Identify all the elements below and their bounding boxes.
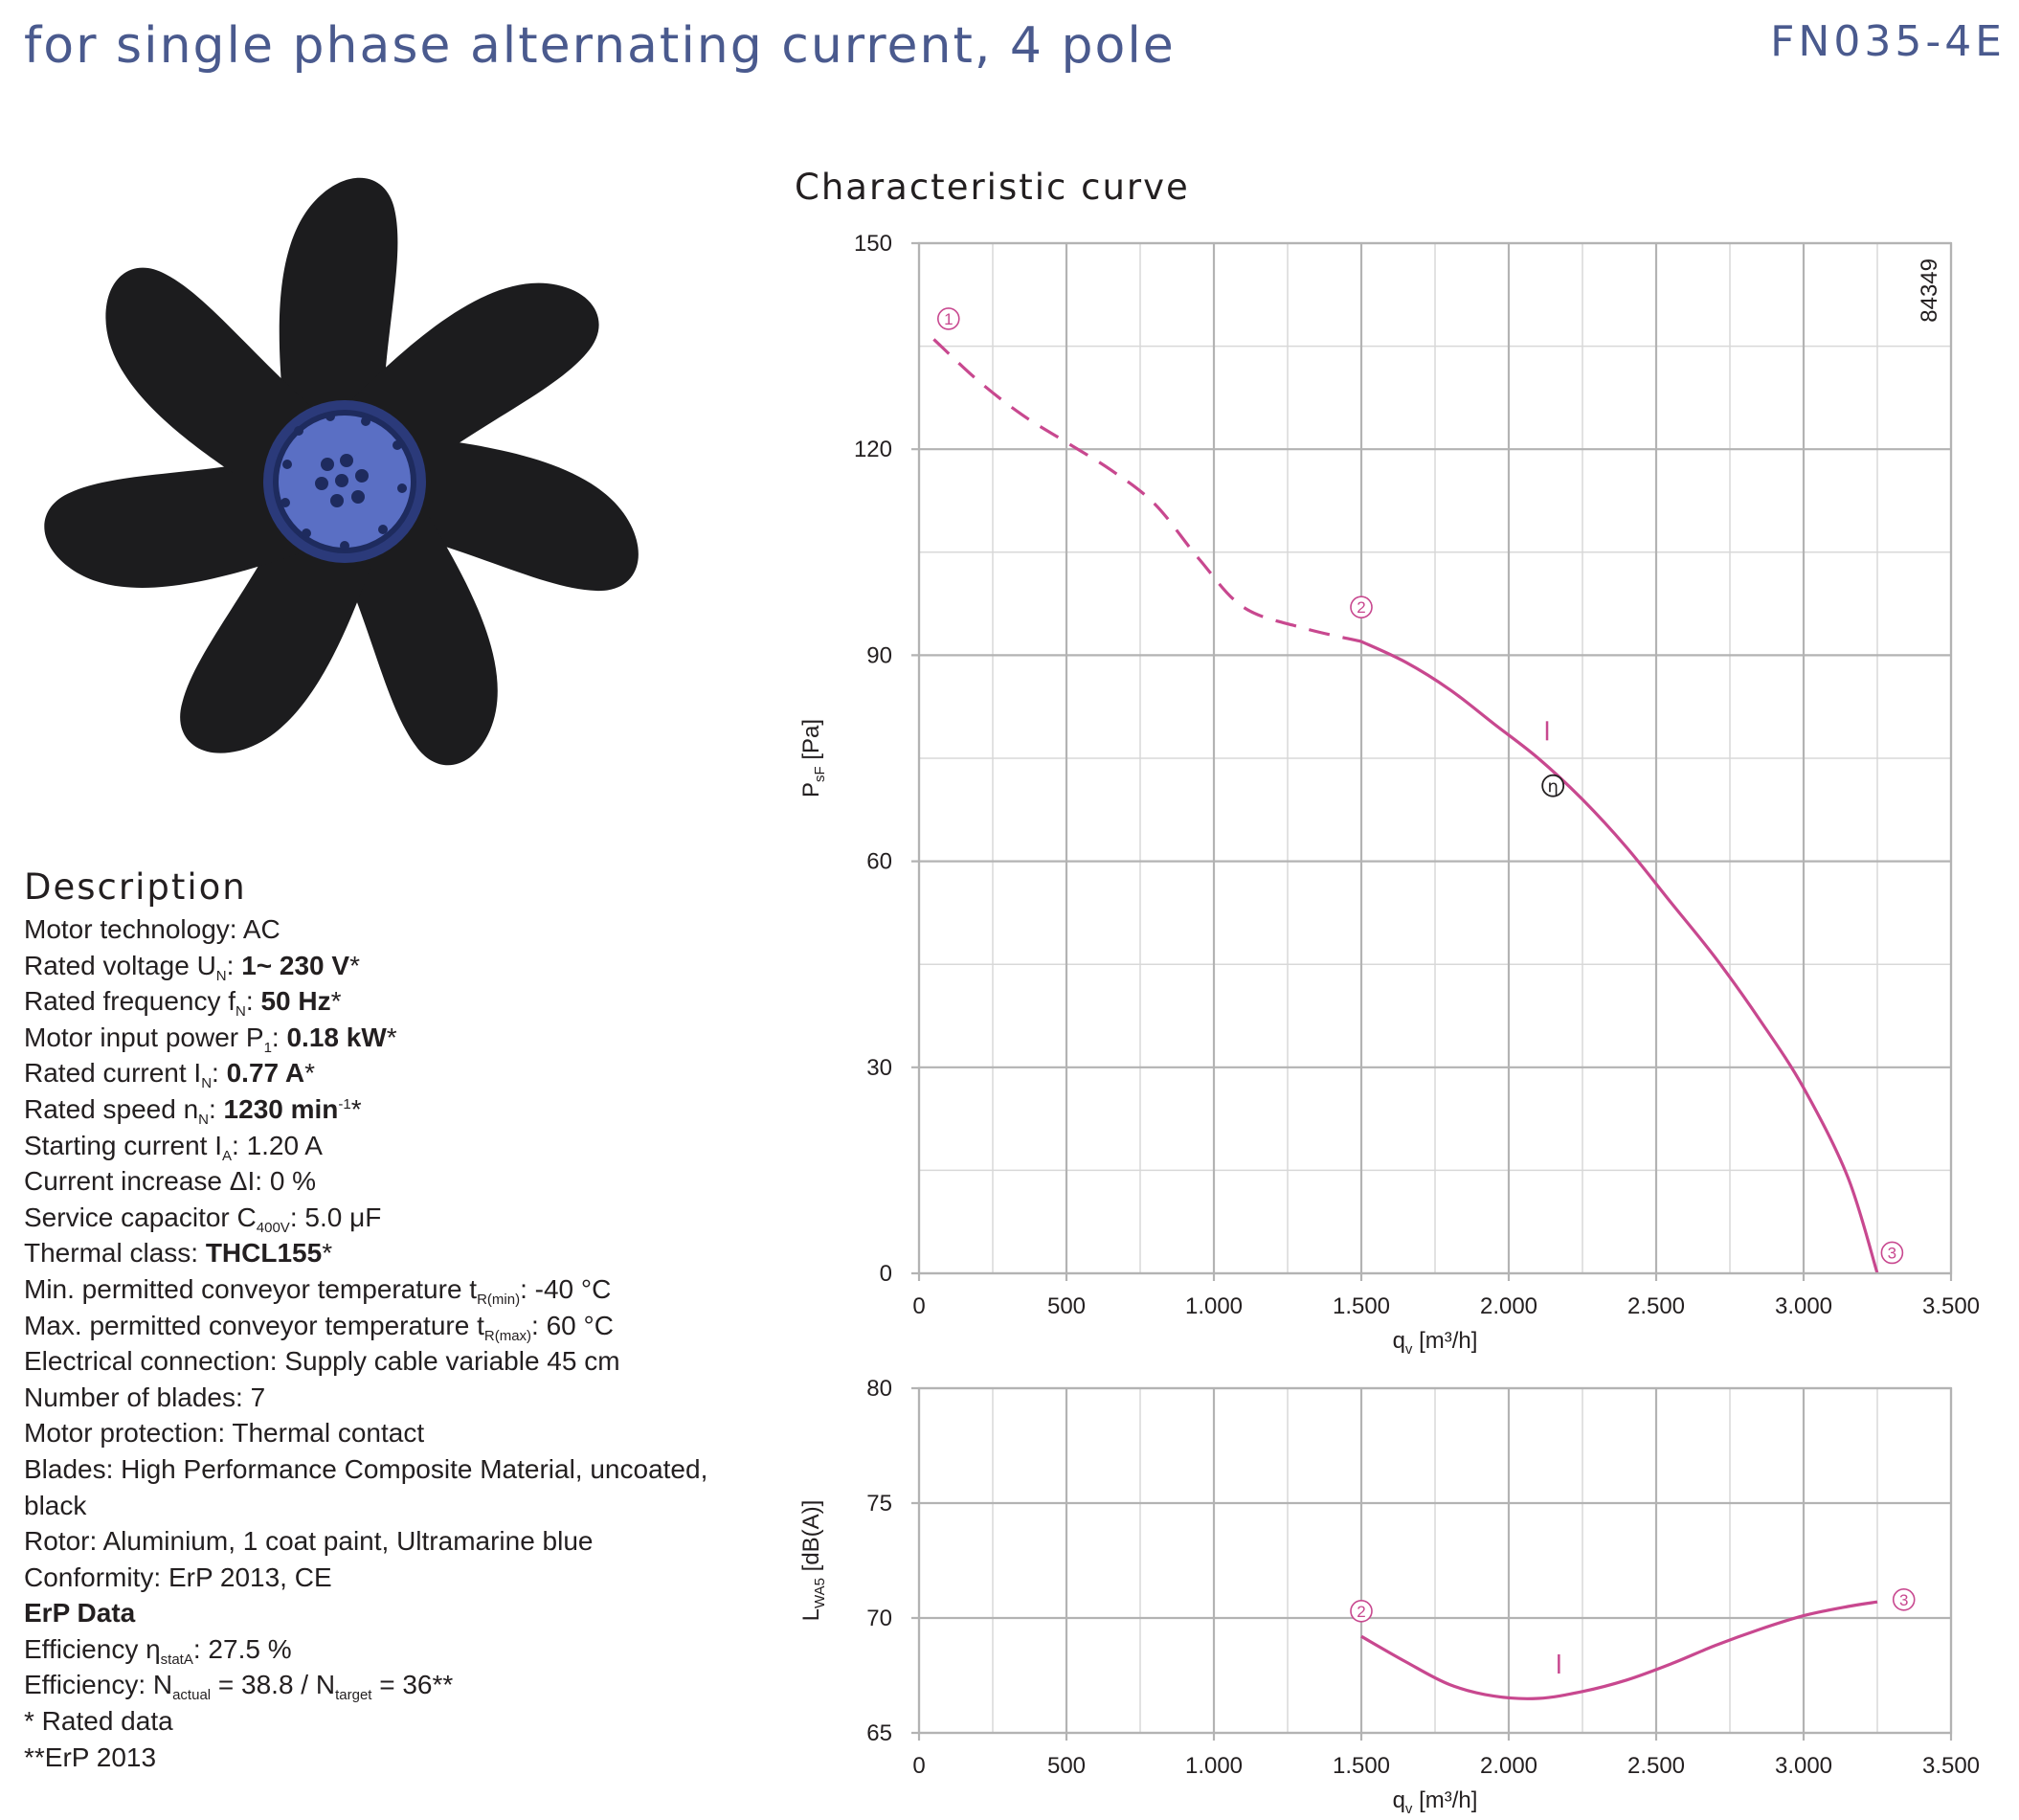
- spec-motor-technology: Motor technology: AC: [24, 914, 280, 944]
- fan-blade: [380, 432, 639, 592]
- spec-service-capacitor: Service capacitor C400V: 5.0 μF: [24, 1202, 382, 1236]
- x-tick-label: 1.000: [1185, 1753, 1243, 1779]
- plot-frame: [917, 241, 1953, 1275]
- y-tick-label: 0: [880, 1261, 892, 1287]
- description-heading: Description: [24, 866, 247, 908]
- y-tick-label: 90: [866, 642, 892, 668]
- curve-marker-circle: [936, 307, 960, 330]
- curve-marker-circle: [1880, 1241, 1904, 1265]
- fan-blade: [44, 455, 325, 588]
- curve-marker-label: 2: [1357, 598, 1365, 617]
- x-tick-label: 1.000: [1185, 1293, 1243, 1319]
- curve-marker-label: 1: [944, 310, 953, 328]
- spec-current-increase: Current increase ΔI: 0 %: [24, 1166, 317, 1197]
- x-tick-label: 2.500: [1627, 1753, 1685, 1779]
- curve-marker-label: 2: [1357, 1603, 1365, 1621]
- x-tick-label: 2.000: [1480, 1293, 1537, 1319]
- spec-thermal-class: Thermal class: THCL155*: [24, 1238, 333, 1269]
- x-tick-label: 500: [1047, 1293, 1086, 1319]
- note-erp: **ErP 2013: [24, 1741, 157, 1772]
- page-title: for single phase alternating current, 4 …: [24, 17, 1176, 75]
- x-tick-label: 500: [1047, 1753, 1086, 1779]
- spec-max-temperature: Max. permitted conveyor temperature tR(m…: [24, 1310, 614, 1344]
- spec-rotor: Rotor: Aluminium, 1 coat paint, Ultramar…: [24, 1526, 594, 1557]
- plot-frame: [917, 1386, 1953, 1735]
- y-axis-label: PsF [Pa]: [798, 719, 828, 798]
- x-tick-label: 3.000: [1775, 1753, 1832, 1779]
- efficiency-point-label: η: [1547, 777, 1558, 798]
- spec-starting-current: Starting current IA: 1.20 A: [24, 1130, 323, 1164]
- y-tick-label: 150: [854, 231, 892, 257]
- description-list: Motor technology: AC Rated voltage UN: 1…: [24, 911, 790, 1775]
- curve-marker-circle: [1350, 595, 1373, 618]
- erp-heading: ErP Data: [24, 1598, 136, 1629]
- spec-motor-protection: Motor protection: Thermal contact: [24, 1418, 425, 1449]
- spec-min-temperature: Min. permitted conveyor temperature tR(m…: [24, 1273, 612, 1308]
- model-code: FN035-4E: [1770, 17, 2006, 66]
- x-tick-label: 3.000: [1775, 1293, 1832, 1319]
- spec-rated-speed: Rated speed nN: 1230 min-1*: [24, 1093, 362, 1128]
- y-axis-label: LWA5 [dB(A)]: [798, 1500, 828, 1622]
- spec-rated-voltage: Rated voltage UN: 1~ 230 V*: [24, 950, 360, 984]
- y-tick-label: 75: [866, 1491, 892, 1517]
- spec-rated-current: Rated current IN: 0.77 A*: [24, 1058, 315, 1092]
- x-tick-label: 1.500: [1333, 1753, 1390, 1779]
- curve-marker-label: 3: [1899, 1591, 1908, 1609]
- x-tick-label: 1.500: [1333, 1293, 1390, 1319]
- y-tick-label: 120: [854, 437, 892, 462]
- curve-marker-circle: [1892, 1588, 1916, 1611]
- spec-efficiency-stat: Efficiency ηstatA: 27.5 %: [24, 1633, 292, 1668]
- curve-series-solid: [1360, 640, 1879, 1274]
- spec-electrical-connection: Electrical connection: Supply cable vari…: [24, 1346, 620, 1377]
- spec-rated-frequency: Rated frequency fN: 50 Hz*: [24, 986, 342, 1021]
- x-tick-label: 2.500: [1627, 1293, 1685, 1319]
- y-tick-label: 65: [866, 1720, 892, 1746]
- curve-series-solid: [1360, 1600, 1878, 1700]
- spec-blades: Blades: High Performance Composite Mater…: [24, 1453, 708, 1520]
- fan-blade: [180, 506, 383, 753]
- spec-motor-input-power: Motor input power P1: 0.18 kW*: [24, 1022, 397, 1056]
- chart-title: Characteristic curve: [795, 167, 1190, 208]
- spec-number-of-blades: Number of blades: 7: [24, 1382, 266, 1412]
- spec-efficiency-n: Efficiency: Nactual = 38.8 / Ntarget = 3…: [24, 1670, 454, 1704]
- x-axis-label: qv [m³/h]: [1393, 1328, 1478, 1358]
- x-axis-label: qv [m³/h]: [1393, 1787, 1478, 1817]
- y-tick-label: 30: [866, 1055, 892, 1081]
- curve-marker-circle: [1350, 1600, 1373, 1623]
- x-tick-label: 2.000: [1480, 1753, 1537, 1779]
- fan-blade: [279, 177, 398, 448]
- y-tick-label: 70: [866, 1606, 892, 1631]
- spec-conformity: Conformity: ErP 2013, CE: [24, 1562, 332, 1592]
- fan-product-image: [44, 177, 639, 766]
- x-tick-label: 3.500: [1922, 1293, 1980, 1319]
- curve-marker-label: 3: [1888, 1244, 1896, 1262]
- chart-id-label: 84349: [1917, 258, 1942, 323]
- y-tick-label: 60: [866, 849, 892, 875]
- x-tick-label: 0: [912, 1753, 925, 1779]
- curve-series-dashed: [932, 338, 1362, 643]
- note-rated-data: * Rated data: [24, 1706, 173, 1737]
- x-tick-label: 3.500: [1922, 1753, 1980, 1779]
- efficiency-point-circle: [1541, 774, 1565, 798]
- x-tick-label: 0: [912, 1293, 925, 1319]
- y-tick-label: 80: [866, 1376, 892, 1402]
